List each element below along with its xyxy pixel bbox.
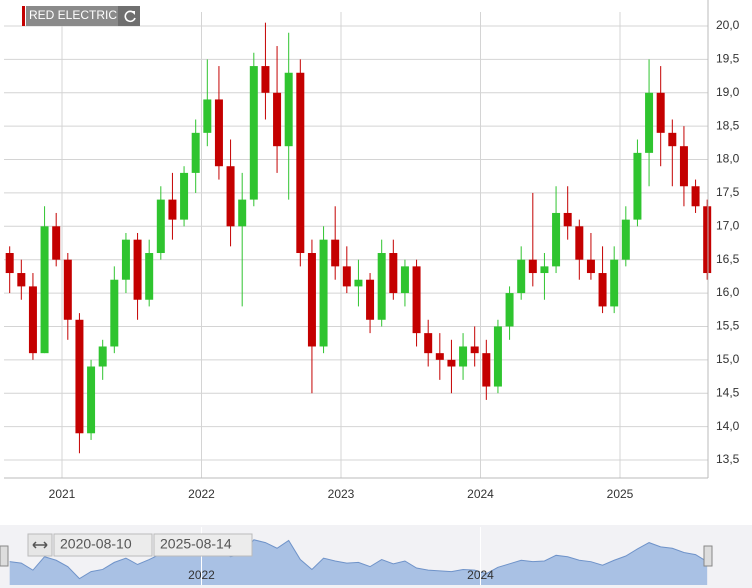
candle-body bbox=[284, 72, 293, 147]
start-date: 2020-08-10 bbox=[60, 536, 132, 552]
candle-body bbox=[203, 99, 212, 133]
candle-body bbox=[540, 266, 549, 274]
candle-body bbox=[110, 279, 119, 347]
y-tick-label: 20,0 bbox=[716, 18, 740, 32]
candle-body bbox=[691, 186, 700, 207]
series-marker bbox=[22, 6, 25, 26]
x-tick-label: 2021 bbox=[49, 487, 76, 501]
candle-body bbox=[214, 99, 223, 167]
candle-body bbox=[121, 239, 130, 280]
candle-body bbox=[342, 266, 351, 287]
title-box bbox=[26, 6, 118, 26]
candle-body bbox=[331, 239, 340, 267]
y-tick-label: 15,0 bbox=[716, 352, 740, 366]
candle-body bbox=[435, 353, 444, 360]
refresh-arrow bbox=[131, 11, 135, 15]
candle-body bbox=[63, 259, 72, 320]
candle-body bbox=[447, 359, 456, 367]
candle-body bbox=[459, 346, 468, 367]
candle-body bbox=[377, 253, 386, 320]
candle-body bbox=[52, 226, 61, 260]
candle-body bbox=[400, 266, 409, 294]
candle-body bbox=[191, 132, 200, 173]
y-tick-label: 18,0 bbox=[716, 152, 740, 166]
candle-body bbox=[668, 132, 677, 147]
nav-handle-right[interactable] bbox=[703, 545, 713, 567]
y-tick-label: 14,5 bbox=[716, 385, 740, 399]
y-tick-label: 19,0 bbox=[716, 85, 740, 99]
candle-body bbox=[249, 66, 258, 200]
candle-body bbox=[5, 253, 14, 274]
x-tick-label: 2023 bbox=[328, 487, 355, 501]
y-tick-label: 19,5 bbox=[716, 52, 740, 66]
start-date-input[interactable] bbox=[53, 533, 153, 557]
candle-body bbox=[307, 253, 316, 347]
y-tick-label: 17,5 bbox=[716, 185, 740, 199]
candle-body bbox=[168, 199, 177, 220]
y-tick-label: 18,5 bbox=[716, 118, 740, 132]
candle-body bbox=[156, 199, 165, 254]
candle-body bbox=[180, 172, 189, 220]
candle-body bbox=[679, 146, 688, 187]
y-tick-label: 15,5 bbox=[716, 319, 740, 333]
candle-body bbox=[633, 152, 642, 220]
end-date-input[interactable] bbox=[153, 533, 253, 557]
candle-body bbox=[703, 206, 712, 274]
refresh-button[interactable] bbox=[118, 6, 140, 26]
candle-body bbox=[40, 226, 49, 354]
range-icon bbox=[32, 541, 48, 549]
candle-body bbox=[238, 199, 247, 227]
nav-tick-label: 2022 bbox=[188, 568, 215, 582]
y-tick-label: 17,0 bbox=[716, 218, 740, 232]
candle-body bbox=[621, 219, 630, 260]
candle-body bbox=[424, 333, 433, 354]
candle-body bbox=[586, 259, 595, 274]
candle-body bbox=[319, 239, 328, 347]
x-tick-label: 2025 bbox=[607, 487, 634, 501]
candle-body bbox=[226, 166, 235, 227]
candle-body bbox=[145, 253, 154, 300]
x-tick-label: 2022 bbox=[188, 487, 215, 501]
candle-body bbox=[98, 346, 107, 367]
candle-body bbox=[493, 326, 502, 387]
candle-body bbox=[296, 72, 305, 254]
nav-handle-left[interactable] bbox=[0, 545, 9, 567]
end-date: 2025-08-14 bbox=[160, 536, 232, 552]
nav-tick-label: 2024 bbox=[467, 568, 494, 582]
candle-body bbox=[133, 239, 142, 300]
y-tick-label: 16,5 bbox=[716, 252, 740, 266]
candle-body bbox=[87, 366, 96, 434]
candle-body bbox=[645, 92, 654, 153]
candle-body bbox=[598, 273, 607, 307]
candle-body bbox=[482, 353, 491, 387]
candle-body bbox=[575, 226, 584, 260]
candle-body bbox=[552, 212, 561, 267]
chart-title: RED ELECTRIC bbox=[29, 8, 117, 22]
candle-body bbox=[470, 346, 479, 354]
refresh-icon bbox=[124, 10, 136, 23]
candle-body bbox=[75, 319, 84, 434]
candle-body bbox=[517, 259, 526, 294]
candle-body bbox=[354, 279, 363, 287]
candle-body bbox=[273, 92, 282, 147]
candle-body bbox=[389, 253, 398, 294]
candle-body bbox=[610, 259, 619, 307]
candle-body bbox=[412, 266, 421, 334]
candle-body bbox=[17, 273, 26, 287]
candle-body bbox=[366, 279, 375, 320]
candle-body bbox=[28, 286, 37, 354]
candle-body bbox=[528, 259, 537, 274]
y-tick-label: 14,0 bbox=[716, 419, 740, 433]
candle-body bbox=[656, 92, 665, 133]
candle-body bbox=[261, 66, 270, 93]
nav-line bbox=[9, 539, 708, 580]
x-tick-label: 2024 bbox=[467, 487, 494, 501]
y-tick-label: 13,5 bbox=[716, 452, 740, 466]
y-tick-label: 16,0 bbox=[716, 285, 740, 299]
candle-body bbox=[505, 293, 514, 327]
candle-body bbox=[563, 212, 572, 227]
